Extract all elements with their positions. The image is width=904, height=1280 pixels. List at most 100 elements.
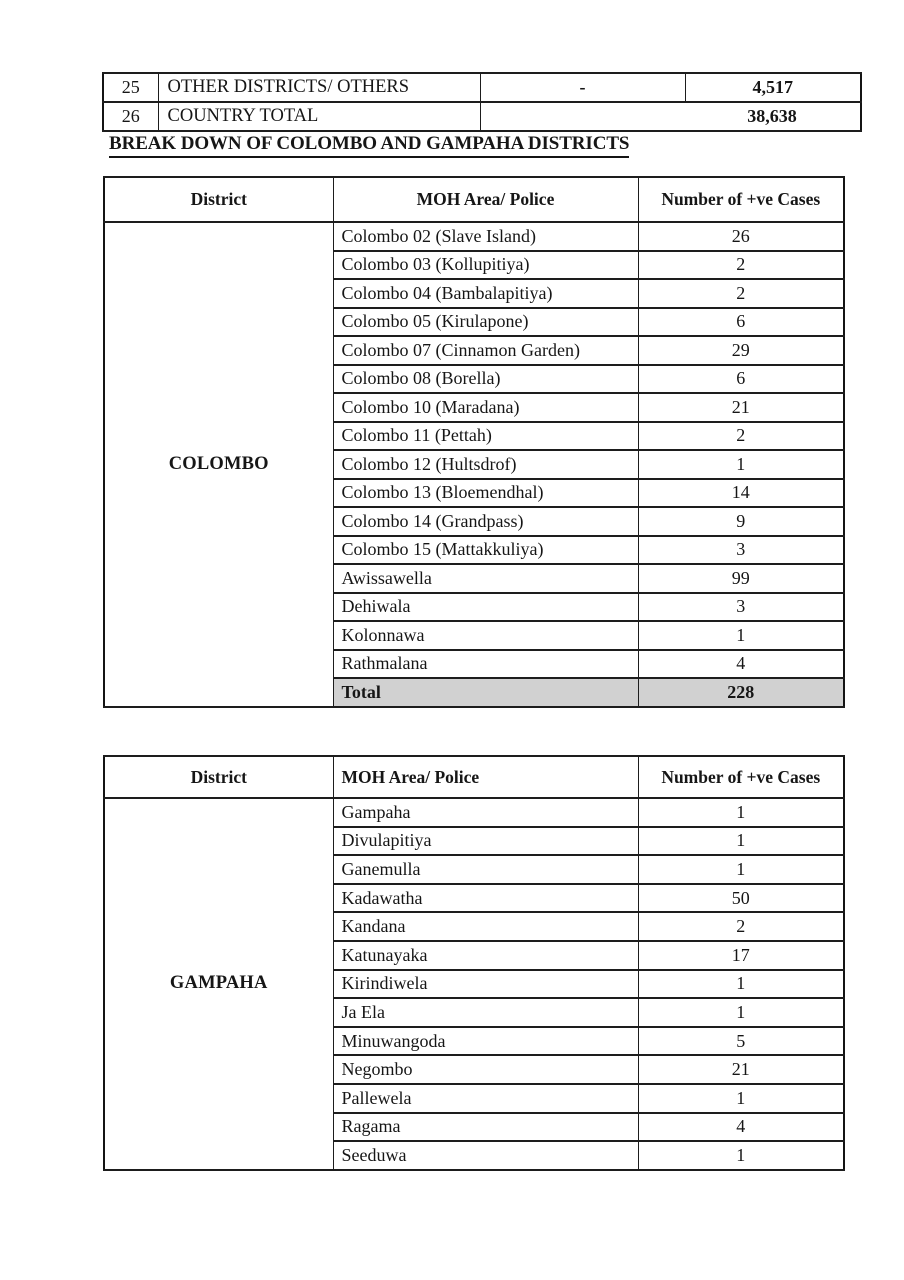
table-row: 25 OTHER DISTRICTS/ OTHERS - 4,517 bbox=[102, 72, 862, 103]
table-row: Colombo 15 (Mattakkuliya) 3 bbox=[104, 534, 845, 565]
moh-area-cell: Colombo 15 (Mattakkuliya) bbox=[332, 534, 639, 565]
table-row: Colombo 14 (Grandpass) 9 bbox=[104, 506, 845, 537]
table-row: Ja Ela 1 bbox=[104, 997, 845, 1028]
moh-area-cell: Colombo 11 (Pettah) bbox=[332, 420, 639, 451]
total-value-cell: 228 bbox=[637, 677, 845, 708]
moh-area-cell: Ganemulla bbox=[332, 854, 639, 885]
district-name-cell: COLOMBO bbox=[103, 221, 334, 708]
table-row: Divulapitiya 1 bbox=[104, 825, 845, 857]
moh-area-cell: Gampaha bbox=[332, 797, 639, 828]
moh-area-cell: Colombo 10 (Maradana) bbox=[332, 392, 639, 423]
header-district: District bbox=[103, 176, 334, 223]
table-row: Dehiwala 3 bbox=[104, 591, 845, 622]
cases-cell: 17 bbox=[637, 939, 845, 971]
cases-cell: 2 bbox=[637, 420, 845, 451]
cases-cell: 1 bbox=[637, 1082, 845, 1114]
colombo-table: District MOH Area/ Police Number of +ve … bbox=[103, 176, 845, 708]
table-row: Colombo 05 (Kirulapone) 6 bbox=[104, 306, 845, 337]
moh-area-cell: Colombo 12 (Hultsdrof) bbox=[332, 449, 639, 480]
table-row: Seeduwa 1 bbox=[104, 1140, 845, 1171]
moh-area-cell: Katunayaka bbox=[332, 939, 639, 971]
cases-cell: 14 bbox=[637, 477, 845, 508]
moh-area-cell: Colombo 03 (Kollupitiya) bbox=[332, 249, 639, 280]
moh-area-cell: Ja Ela bbox=[332, 997, 639, 1028]
cases-cell: 26 bbox=[637, 221, 845, 252]
table-row: Kirindiwela 1 bbox=[104, 968, 845, 1000]
table-row: Minuwangoda 5 bbox=[104, 1025, 845, 1057]
district-name-cell: GAMPAHA bbox=[103, 797, 334, 1171]
cases-cell: 9 bbox=[637, 506, 845, 537]
table-row: Kadawatha 50 bbox=[104, 882, 845, 914]
moh-area-cell: Kirindiwela bbox=[332, 968, 639, 1000]
table-row: COLOMBO Colombo 02 (Slave Island) 26 bbox=[103, 221, 845, 708]
gampaha-table: District MOH Area/ Police Number of +ve … bbox=[103, 755, 845, 1171]
summary-table-section: 25 OTHER DISTRICTS/ OTHERS - 4,517 26 CO… bbox=[102, 72, 862, 132]
cases-cell: 4 bbox=[637, 1111, 845, 1143]
moh-area-cell: Seeduwa bbox=[332, 1140, 639, 1171]
moh-area-cell: Kandana bbox=[332, 911, 639, 942]
header-cases: Number of +ve Cases bbox=[637, 755, 845, 799]
cases-cell: 21 bbox=[637, 1054, 845, 1085]
total-label-cell: Total bbox=[332, 677, 639, 708]
header-moh-area: MOH Area/ Police bbox=[332, 176, 639, 223]
moh-area-cell: Kadawatha bbox=[332, 882, 639, 914]
moh-area-cell: Negombo bbox=[332, 1054, 639, 1085]
summary-table: 25 OTHER DISTRICTS/ OTHERS - 4,517 26 CO… bbox=[102, 72, 862, 132]
table-row: Colombo 03 (Kollupitiya) 2 bbox=[104, 249, 845, 280]
cases-cell: 1 bbox=[637, 620, 845, 651]
header-moh-area: MOH Area/ Police bbox=[332, 755, 639, 799]
moh-area-cell: Pallewela bbox=[332, 1082, 639, 1114]
cases-cell: 1 bbox=[637, 825, 845, 857]
moh-area-cell: Colombo 02 (Slave Island) bbox=[332, 221, 639, 252]
cases-cell: 1 bbox=[637, 449, 845, 480]
table-row: Pallewela 1 bbox=[104, 1082, 845, 1114]
country-total-value: 38,638 bbox=[747, 106, 797, 126]
table-row: Kolonnawa 1 bbox=[104, 620, 845, 651]
moh-area-cell: Minuwangoda bbox=[332, 1025, 639, 1057]
cases-value-cell: 4,517 bbox=[684, 72, 862, 103]
header-district: District bbox=[103, 755, 334, 799]
table-row: Awissawella 99 bbox=[104, 563, 845, 594]
moh-area-cell: Rathmalana bbox=[332, 648, 639, 679]
district-label-cell: OTHER DISTRICTS/ OTHERS bbox=[157, 72, 481, 103]
gampaha-table-section: District MOH Area/ Police Number of +ve … bbox=[103, 755, 845, 1171]
cases-cell: 6 bbox=[637, 363, 845, 394]
table-row: GAMPAHA Gampaha 1 bbox=[103, 797, 845, 1171]
cases-cell: 2 bbox=[637, 249, 845, 280]
cases-cell: 1 bbox=[637, 1140, 845, 1171]
moh-area-cell: Divulapitiya bbox=[332, 825, 639, 857]
cases-cell: 21 bbox=[637, 392, 845, 423]
moh-area-cell: Colombo 08 (Borella) bbox=[332, 363, 639, 394]
table-row: Colombo 11 (Pettah) 2 bbox=[104, 420, 845, 451]
table-row: Ragama 4 bbox=[104, 1111, 845, 1143]
moh-area-cell: Colombo 14 (Grandpass) bbox=[332, 506, 639, 537]
merged-total-cell: 38,638 bbox=[479, 101, 862, 132]
moh-area-cell: Colombo 05 (Kirulapone) bbox=[332, 306, 639, 337]
table-row: Kandana 2 bbox=[104, 911, 845, 942]
cases-cell: 2 bbox=[637, 911, 845, 942]
table-row: Ganemulla 1 bbox=[104, 854, 845, 885]
colombo-table-section: District MOH Area/ Police Number of +ve … bbox=[103, 176, 845, 708]
cases-cell: 1 bbox=[637, 854, 845, 885]
row-number-cell: 25 bbox=[102, 72, 159, 103]
cases-cell: 5 bbox=[637, 1025, 845, 1057]
table-row: Negombo 21 bbox=[104, 1054, 845, 1085]
table-header-row: District MOH Area/ Police Number of +ve … bbox=[103, 176, 845, 223]
cases-cell: 50 bbox=[637, 882, 845, 914]
moh-area-cell: Awissawella bbox=[332, 563, 639, 594]
table-row: Katunayaka 17 bbox=[104, 939, 845, 971]
section-heading: BREAK DOWN OF COLOMBO AND GAMPAHA DISTRI… bbox=[109, 133, 629, 158]
moh-area-cell: Colombo 07 (Cinnamon Garden) bbox=[332, 335, 639, 366]
dash-cell: - bbox=[479, 72, 686, 103]
header-cases: Number of +ve Cases bbox=[637, 176, 845, 223]
moh-area-cell: Dehiwala bbox=[332, 591, 639, 622]
total-row: Total 228 bbox=[104, 677, 845, 708]
district-label-cell: COUNTRY TOTAL bbox=[157, 101, 481, 132]
row-number-cell: 26 bbox=[102, 101, 159, 132]
cases-cell: 3 bbox=[637, 534, 845, 565]
table-row: Colombo 10 (Maradana) 21 bbox=[104, 392, 845, 423]
cases-cell: 6 bbox=[637, 306, 845, 337]
moh-area-cell: Ragama bbox=[332, 1111, 639, 1143]
moh-area-cell: Colombo 13 (Bloemendhal) bbox=[332, 477, 639, 508]
